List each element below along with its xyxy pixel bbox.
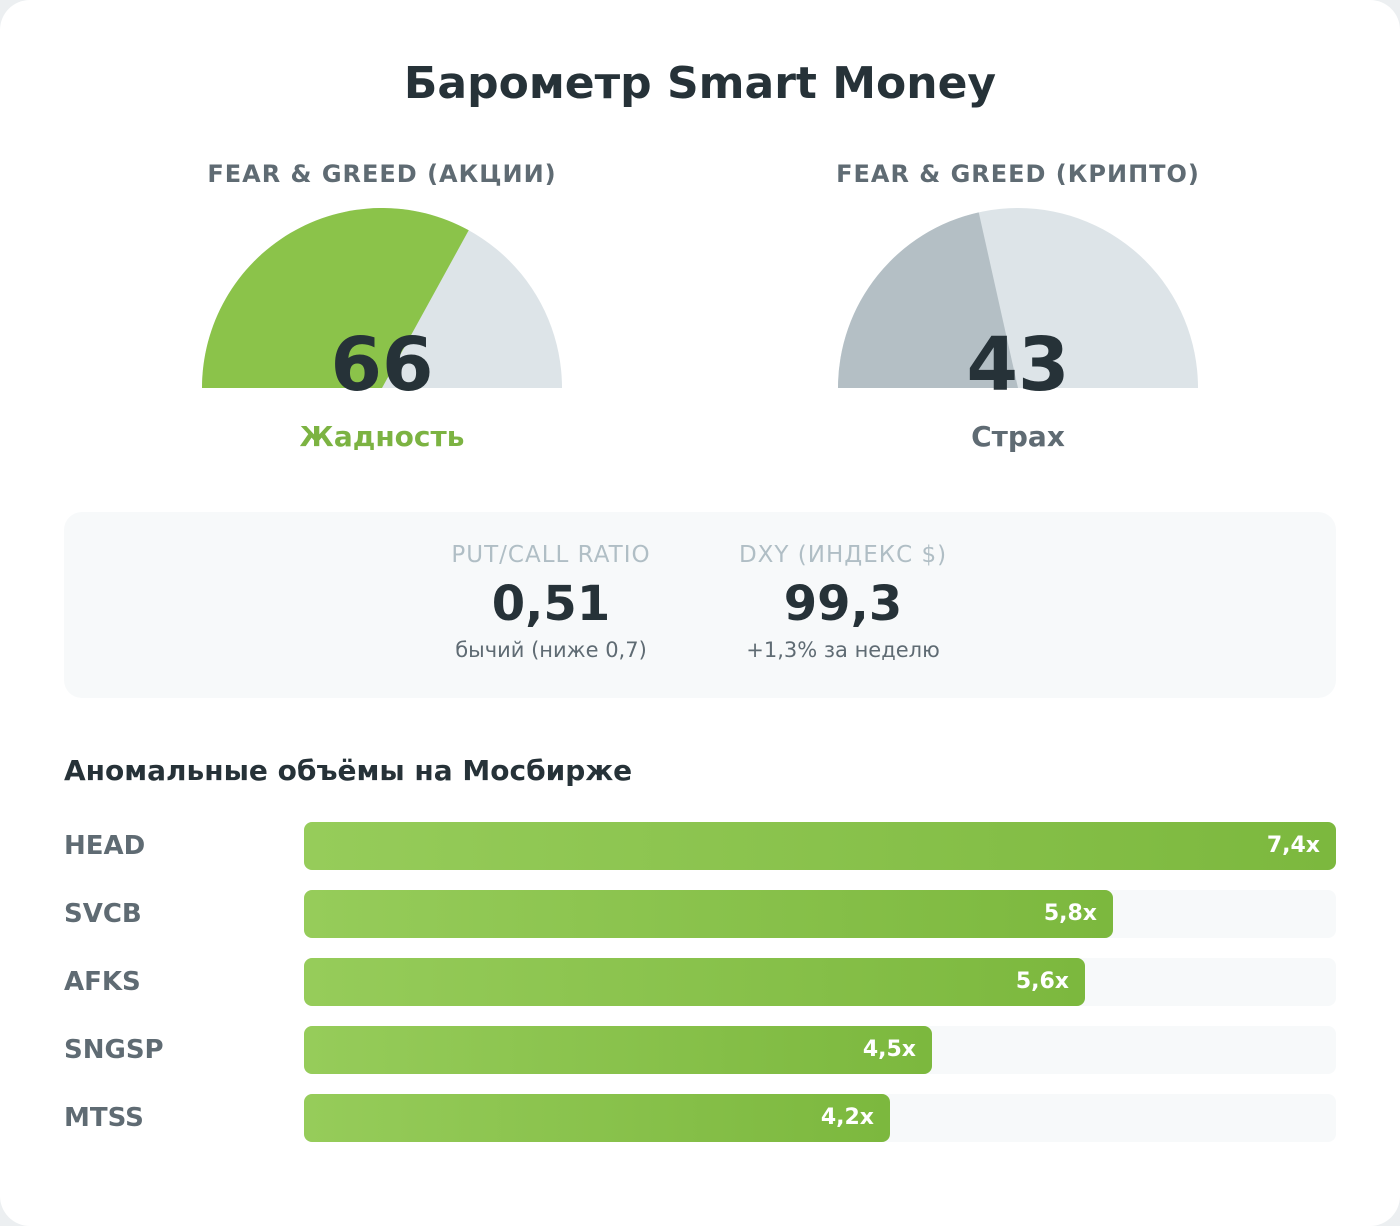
metrics-panel: PUT/CALL RATIO 0,51 бычий (ниже 0,7) DXY… <box>64 512 1336 698</box>
bar-ticker-label: HEAD <box>64 831 146 861</box>
volume-bar-row: SNGSP 4,5x <box>64 1026 1336 1074</box>
volumes-title: Аномальные объёмы на Мосбирже <box>64 754 633 787</box>
bar-ticker-label: MTSS <box>64 1103 144 1133</box>
gauge-crypto-state: Страх <box>971 420 1065 453</box>
bar-track: 4,2x <box>304 1094 1336 1142</box>
volume-bar: 4,2x <box>304 1094 890 1142</box>
metric-dxy-value: 99,3 <box>783 576 903 632</box>
volume-bar: 5,8x <box>304 890 1113 938</box>
bar-track: 5,6x <box>304 958 1336 1006</box>
bar-value-label: 4,5x <box>862 1037 916 1062</box>
bar-value-label: 7,4x <box>1266 833 1320 858</box>
metric-put-call: PUT/CALL RATIO 0,51 бычий (ниже 0,7) <box>411 542 691 662</box>
volume-bar: 7,4x <box>304 822 1336 870</box>
metric-dxy-label: DXY (ИНДЕКС $) <box>738 542 948 568</box>
page-title: Барометр Smart Money <box>403 58 997 109</box>
volume-bar: 5,6x <box>304 958 1085 1006</box>
bar-ticker-label: SVCB <box>64 899 142 929</box>
gauge-crypto-label: FEAR & GREED (КРИПТО) <box>836 160 1200 188</box>
bar-track: 5,8x <box>304 890 1336 938</box>
metric-put-call-label: PUT/CALL RATIO <box>451 542 651 568</box>
gauge-crypto-fill <box>838 212 1018 388</box>
volume-bar: 4,5x <box>304 1026 932 1074</box>
volume-bar-row: AFKS 5,6x <box>64 958 1336 1006</box>
gauge-stocks-dial <box>202 208 562 388</box>
gauge-crypto: FEAR & GREED (КРИПТО) 43 Страх <box>768 150 1268 470</box>
metric-put-call-note: бычий (ниже 0,7) <box>455 638 647 662</box>
metric-dxy-note: +1,3% за неделю <box>746 638 940 662</box>
volume-bar-row: MTSS 4,2x <box>64 1094 1336 1142</box>
bar-ticker-label: SNGSP <box>64 1035 164 1065</box>
gauge-crypto-value: 43 <box>966 322 1070 408</box>
bar-value-label: 4,2x <box>820 1105 874 1130</box>
volume-bar-row: HEAD 7,4x <box>64 822 1336 870</box>
gauge-stocks: FEAR & GREED (АКЦИИ) 66 Жадность <box>132 150 632 470</box>
gauge-stocks-value: 66 <box>330 322 434 408</box>
metric-dxy: DXY (ИНДЕКС $) 99,3 +1,3% за неделю <box>703 542 983 662</box>
bar-value-label: 5,8x <box>1043 901 1097 926</box>
bar-ticker-label: AFKS <box>64 967 141 997</box>
bar-value-label: 5,6x <box>1015 969 1069 994</box>
gauge-stocks-fill <box>202 208 469 388</box>
gauge-stocks-label: FEAR & GREED (АКЦИИ) <box>207 160 557 188</box>
gauge-crypto-dial <box>838 208 1198 388</box>
gauge-stocks-state: Жадность <box>299 420 465 453</box>
volume-bar-row: SVCB 5,8x <box>64 890 1336 938</box>
bar-track: 4,5x <box>304 1026 1336 1074</box>
metric-put-call-value: 0,51 <box>491 576 611 632</box>
bar-track: 7,4x <box>304 822 1336 870</box>
